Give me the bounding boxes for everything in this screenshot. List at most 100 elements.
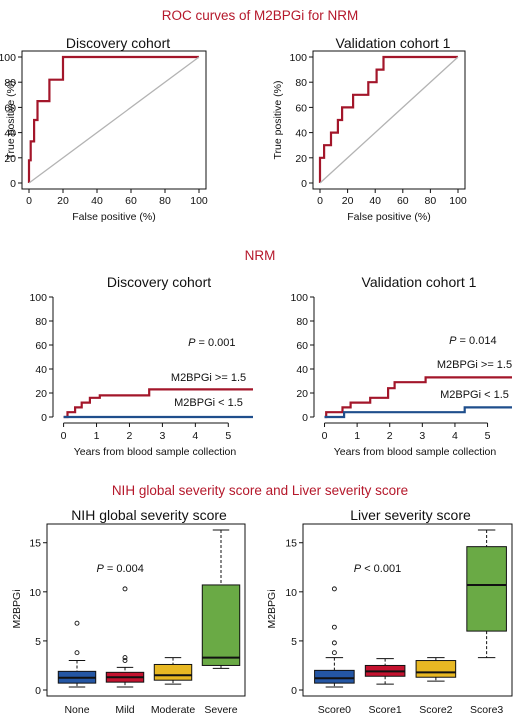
incidence-curve xyxy=(324,406,512,419)
y-axis-label: M2BPGi xyxy=(266,589,278,628)
series-label: M2BPGi >= 1.5 xyxy=(171,372,246,384)
category-label: Severe xyxy=(204,704,237,716)
iqr-box xyxy=(153,663,193,681)
x-tick-label: 0 xyxy=(322,430,328,442)
incidence-curve xyxy=(63,388,253,419)
y-tick-label: 5 xyxy=(291,636,297,648)
p-value-label: P = 0.001 xyxy=(188,337,235,349)
y-tick-label: 0 xyxy=(302,412,308,424)
iqr-box xyxy=(201,584,241,666)
y-tick-label: 20 xyxy=(35,388,47,400)
iqr-box xyxy=(466,546,507,632)
box-section-title: NIH global severity score and Liver seve… xyxy=(112,483,408,498)
y-tick-label: 20 xyxy=(4,153,16,165)
roc_discovery-panel: Discovery cohort 0 20 40 60 80 100 0 20 40 60 80 100… xyxy=(0,35,208,223)
incidence-curve xyxy=(324,376,512,419)
y-tick-label: 100 xyxy=(29,292,47,304)
x-tick-label: 40 xyxy=(91,195,103,207)
y-tick-label: 20 xyxy=(296,388,308,400)
y-tick-label: 80 xyxy=(295,77,307,89)
roc-section-title: ROC curves of M2BPGi for NRM xyxy=(162,8,359,23)
box-mild xyxy=(105,586,145,688)
box-none xyxy=(57,620,97,688)
category-label: Moderate xyxy=(151,704,196,716)
y-tick-label: 0 xyxy=(41,412,47,424)
x-tick-label: 0 xyxy=(61,430,67,442)
y-tick-label: 100 xyxy=(289,52,307,64)
roc-curve xyxy=(27,55,199,183)
x-tick-label: 4 xyxy=(192,430,198,442)
x-axis-label: False positive (%) xyxy=(347,211,430,223)
y-tick-label: 5 xyxy=(35,636,41,648)
plot-frame xyxy=(46,523,246,697)
outlier-point xyxy=(74,650,80,656)
category-label: Score3 xyxy=(470,704,503,716)
x-tick-label: 80 xyxy=(159,195,171,207)
y-tick-label: 10 xyxy=(285,587,297,599)
box_nih-panel: NIH global severity score 0 5 10 15 M2BPGi Non… xyxy=(11,507,246,716)
outlier-point xyxy=(331,650,337,656)
box-score0 xyxy=(314,586,355,688)
y-tick-label: 0 xyxy=(291,685,297,697)
y-tick-label: 100 xyxy=(0,52,16,64)
y-tick-label: 80 xyxy=(4,77,16,89)
panel-title: Validation cohort 1 xyxy=(336,35,451,51)
nrm-section-title: NRM xyxy=(245,248,276,263)
x-tick-label: 5 xyxy=(485,430,491,442)
p-value-label: P = 0.004 xyxy=(96,563,143,575)
category-label: Score0 xyxy=(318,704,351,716)
y-axis-label: True positive (%) xyxy=(272,81,284,160)
category-label: None xyxy=(64,704,89,716)
y-axis-label: M2BPGi xyxy=(11,589,23,628)
x-tick-label: 100 xyxy=(449,195,467,207)
box-score3 xyxy=(466,529,507,659)
x-tick-label: 60 xyxy=(397,195,409,207)
series-label: M2BPGi < 1.5 xyxy=(174,397,243,409)
box-score1 xyxy=(364,658,406,685)
outlier-point xyxy=(122,658,128,663)
x-tick-label: 20 xyxy=(57,195,69,207)
iqr-box xyxy=(415,660,457,678)
y-tick-label: 40 xyxy=(295,128,307,140)
category-label: Score2 xyxy=(419,704,452,716)
category-label: Score1 xyxy=(368,704,401,716)
p-value-label: P = 0.014 xyxy=(449,335,496,347)
outlier-point xyxy=(122,655,128,661)
x-tick-label: 40 xyxy=(369,195,381,207)
category-label: Mild xyxy=(115,704,134,716)
x-tick-label: 1 xyxy=(94,430,100,442)
panel-title: NIH global severity score xyxy=(71,507,227,523)
panel-title: Discovery cohort xyxy=(107,274,211,290)
roc-curve xyxy=(318,55,458,183)
y-tick-label: 80 xyxy=(35,316,47,328)
y-tick-label: 60 xyxy=(35,340,47,352)
p-value-label: P < 0.001 xyxy=(354,563,401,575)
series-label: M2BPGi < 1.5 xyxy=(440,389,509,401)
x-tick-label: 3 xyxy=(419,430,425,442)
y-tick-label: 15 xyxy=(285,538,297,550)
x-tick-label: 1 xyxy=(354,430,360,442)
x-tick-label: 2 xyxy=(127,430,133,442)
x-tick-label: 100 xyxy=(190,195,208,207)
y-tick-label: 80 xyxy=(296,316,308,328)
y-tick-label: 0 xyxy=(10,178,16,190)
x-tick-label: 0 xyxy=(317,195,323,207)
x-tick-label: 0 xyxy=(26,195,32,207)
diagonal-reference-line xyxy=(319,56,459,184)
box-score2 xyxy=(415,657,457,682)
x-axis-label: Years from blood sample collection xyxy=(334,446,497,458)
series-label: M2BPGi >= 1.5 xyxy=(437,359,512,371)
nrm_validation-panel: Validation cohort 1 0 20 40 60 80 100 0 1 2 3 4 5 Yea… xyxy=(290,274,512,458)
x-axis-label: Years from blood sample collection xyxy=(74,446,237,458)
y-tick-label: 60 xyxy=(295,102,307,114)
outlier-point xyxy=(74,620,80,626)
y-tick-label: 100 xyxy=(290,292,308,304)
panel-title: Liver severity score xyxy=(350,507,471,523)
plot-frame xyxy=(302,523,513,697)
y-tick-label: 60 xyxy=(296,340,308,352)
y-tick-label: 0 xyxy=(301,178,307,190)
x-tick-label: 80 xyxy=(425,195,437,207)
y-tick-label: 40 xyxy=(35,364,47,376)
box-moderate xyxy=(153,657,193,685)
